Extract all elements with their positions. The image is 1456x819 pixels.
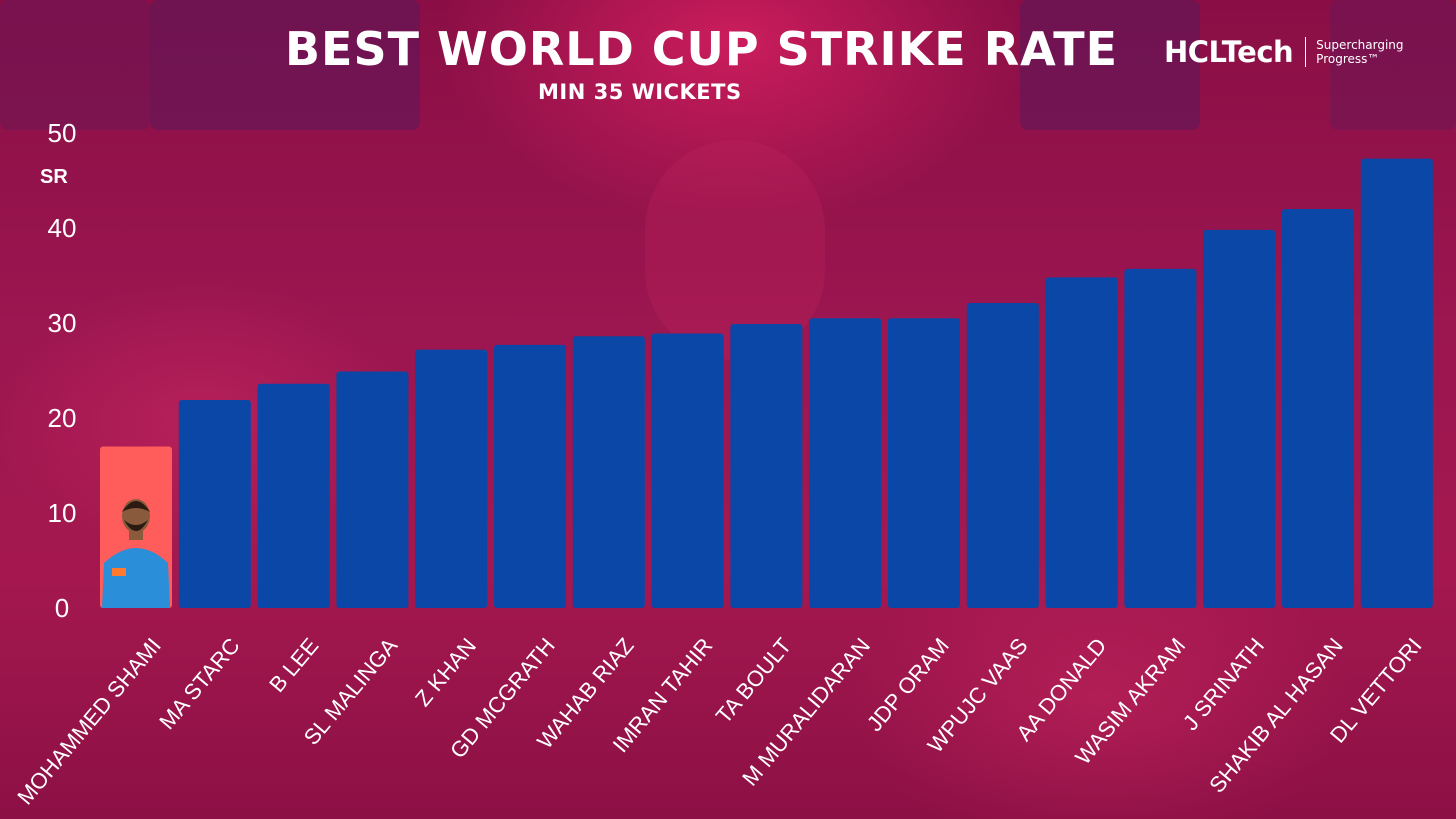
bar bbox=[809, 318, 882, 608]
bar bbox=[415, 349, 488, 608]
bar bbox=[572, 336, 645, 608]
bar bbox=[1282, 209, 1354, 608]
bar bbox=[651, 333, 724, 608]
bar bbox=[730, 323, 803, 608]
x-tick-label: B LEE bbox=[264, 633, 323, 697]
hcltech-logo: HCLTech Supercharging Progress™ bbox=[1164, 30, 1416, 74]
y-tick-label: 30 bbox=[48, 308, 77, 338]
y-axis-label: SR bbox=[40, 166, 68, 188]
background-shape bbox=[1330, 0, 1456, 130]
y-tick-label: 0 bbox=[55, 593, 69, 623]
logo-divider bbox=[1305, 37, 1307, 67]
background-shape bbox=[645, 140, 825, 360]
bar bbox=[1203, 229, 1276, 608]
chart-subtitle: MIN 35 WICKETS bbox=[538, 80, 742, 104]
bar bbox=[1124, 268, 1197, 608]
bar bbox=[966, 303, 1039, 608]
bar bbox=[1045, 277, 1118, 608]
y-tick-label: 50 bbox=[48, 118, 77, 148]
x-tick-label: MOHAMMED SHAMI bbox=[12, 633, 165, 809]
logo-tagline: Supercharging Progress™ bbox=[1316, 38, 1416, 66]
y-tick-label: 20 bbox=[48, 403, 77, 433]
bar bbox=[1360, 158, 1433, 608]
x-tick-label: SHAKIB AL HASAN bbox=[1204, 633, 1348, 797]
x-tick-label: TA BOULT bbox=[711, 633, 796, 728]
y-tick-label: 10 bbox=[48, 498, 77, 528]
x-tick-label: Z KHAN bbox=[410, 633, 481, 711]
logo-tagline-line2: Progress™ bbox=[1316, 52, 1380, 66]
bar bbox=[336, 371, 409, 608]
bar bbox=[494, 344, 566, 608]
x-tick-label: MA STARC bbox=[154, 633, 244, 734]
background-shape bbox=[1020, 0, 1200, 130]
y-tick-label: 40 bbox=[48, 213, 77, 243]
bar bbox=[178, 399, 251, 608]
bar bbox=[257, 383, 330, 608]
background-shape bbox=[150, 0, 420, 130]
logo-tagline-line1: Supercharging bbox=[1316, 38, 1404, 52]
background-shape bbox=[0, 0, 150, 130]
player-photo bbox=[102, 499, 170, 608]
bar bbox=[888, 318, 960, 608]
logo-wordmark: HCLTech bbox=[1164, 35, 1294, 69]
